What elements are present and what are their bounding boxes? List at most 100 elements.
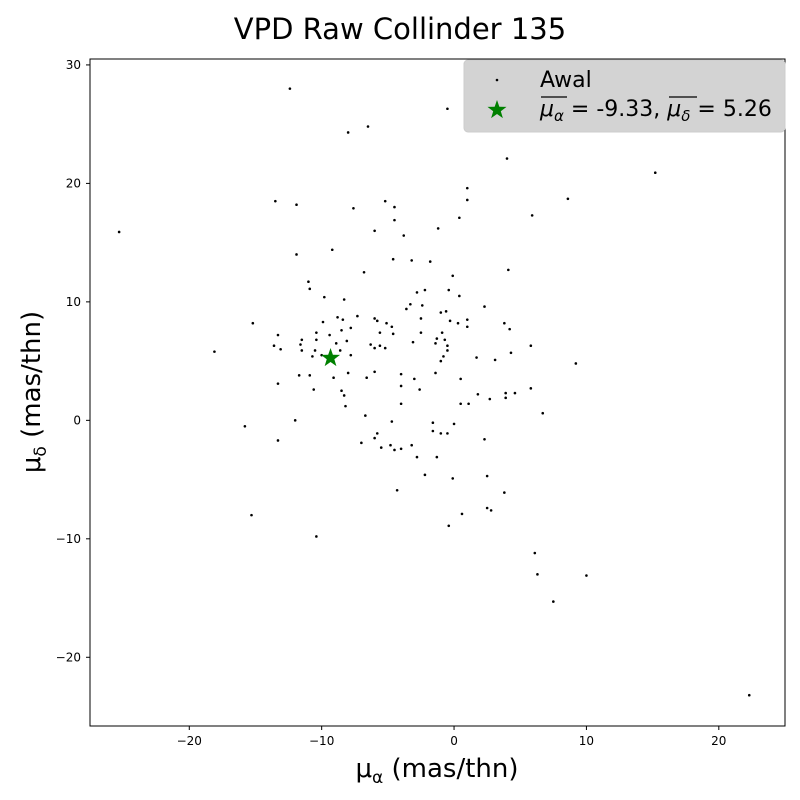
data-point — [341, 318, 345, 321]
data-point — [362, 270, 366, 274]
data-point — [465, 198, 469, 202]
data-point — [315, 338, 318, 342]
data-point — [436, 227, 440, 230]
y-tick-label: 0 — [73, 413, 81, 427]
data-point — [364, 414, 367, 417]
data-point — [439, 432, 443, 435]
data-point — [446, 107, 449, 111]
data-point — [485, 474, 489, 478]
data-point — [391, 257, 395, 261]
data-point — [365, 376, 368, 379]
x-tick-label: −10 — [309, 734, 334, 748]
data-point — [435, 455, 439, 459]
data-point — [536, 573, 539, 576]
data-point — [552, 600, 555, 603]
data-point — [488, 397, 492, 401]
data-point — [505, 157, 509, 160]
data-point — [300, 349, 304, 352]
y-tick-label: 30 — [66, 58, 81, 72]
data-point — [375, 319, 379, 323]
x-tick-label: −20 — [177, 734, 202, 748]
data-point — [413, 377, 416, 381]
legend-mean-alpha-value: -9.33 — [596, 97, 653, 122]
data-point — [402, 234, 406, 237]
data-point — [315, 535, 318, 538]
data-point — [117, 230, 121, 234]
legend-mean-delta-sub: δ — [681, 107, 690, 125]
data-point — [332, 376, 335, 379]
data-point — [428, 260, 432, 263]
data-point — [409, 302, 412, 306]
plot-frame — [89, 58, 786, 727]
data-point — [373, 229, 376, 233]
data-point — [315, 331, 318, 334]
data-point — [446, 349, 449, 352]
data-point — [342, 298, 346, 301]
data-point — [276, 333, 280, 337]
data-point — [375, 432, 379, 435]
data-point — [213, 350, 216, 353]
data-point — [419, 317, 423, 320]
data-point — [503, 321, 506, 325]
data-point — [439, 359, 443, 363]
data-point — [345, 339, 349, 343]
data-point — [533, 551, 537, 555]
data-point — [423, 473, 427, 477]
x-tick-label: 20 — [711, 734, 726, 748]
data-point — [313, 349, 317, 352]
data-point — [410, 259, 413, 262]
data-point — [311, 355, 314, 358]
data-point — [475, 356, 478, 359]
y-axis-ticks: −20 −10 0 10 20 30 — [56, 58, 90, 664]
data-point — [340, 329, 343, 332]
data-point — [393, 205, 396, 209]
legend-mean-delta-value: 5.26 — [723, 97, 772, 122]
data-point — [541, 411, 545, 415]
data-point — [476, 392, 480, 396]
data-point — [442, 355, 445, 358]
data-point — [747, 693, 751, 697]
data-point — [503, 491, 506, 494]
plot-area — [89, 58, 786, 727]
data-point — [447, 288, 451, 292]
data-point — [419, 331, 423, 334]
data-point — [328, 333, 331, 337]
data-point — [451, 477, 455, 480]
data-point — [346, 371, 350, 375]
y-axis-label: μδ (mas/thn) — [17, 311, 51, 473]
legend-box — [463, 59, 786, 133]
data-point — [467, 402, 470, 406]
data-point — [393, 448, 396, 452]
x-tick-label: 0 — [450, 734, 458, 748]
data-point — [373, 370, 376, 374]
data-point — [323, 295, 326, 299]
data-point — [529, 387, 533, 390]
data-point — [434, 342, 437, 345]
data-point — [288, 87, 292, 90]
legend-mean-label: μα = -9.33, μδ = 5.26 — [539, 97, 772, 125]
data-point — [509, 351, 513, 355]
data-point — [338, 349, 342, 352]
data-point — [452, 422, 456, 426]
data-point — [399, 384, 403, 388]
data-point — [448, 319, 452, 323]
data-point — [530, 214, 534, 217]
data-point — [243, 424, 247, 428]
data-point — [458, 294, 461, 298]
data-point — [336, 315, 339, 319]
data-point — [334, 342, 338, 345]
data-point — [330, 248, 334, 252]
data-point — [483, 437, 486, 441]
data-point — [399, 402, 403, 406]
data-point — [352, 206, 355, 210]
data-point — [295, 203, 298, 207]
data-point — [459, 402, 462, 406]
x-tick-label: 10 — [579, 734, 594, 748]
data-point — [399, 447, 403, 451]
data-point — [459, 377, 462, 381]
data-point — [272, 344, 276, 348]
data-point — [307, 280, 310, 284]
data-point — [373, 346, 376, 350]
data-point — [456, 321, 460, 325]
data-point — [369, 343, 372, 346]
